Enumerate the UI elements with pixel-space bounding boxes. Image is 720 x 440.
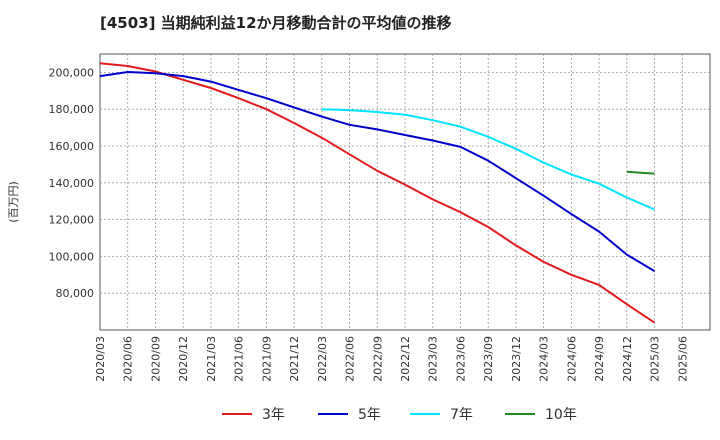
y-tick-label: 140,000 — [49, 177, 95, 190]
y-tick-label: 80,000 — [56, 287, 95, 300]
x-tick-label: 2022/12 — [399, 336, 412, 382]
grid — [100, 54, 710, 330]
x-tick-label: 2020/06 — [122, 336, 135, 382]
y-tick-label: 160,000 — [49, 140, 95, 153]
x-tick-label: 2021/06 — [233, 336, 246, 382]
legend-label: 10年 — [545, 407, 577, 423]
x-tick-label: 2023/03 — [427, 336, 440, 382]
x-tick-label: 2025/03 — [649, 336, 662, 382]
x-tick-label: 2020/09 — [149, 336, 162, 382]
series-line-5年 — [99, 71, 656, 272]
x-tick-label: 2023/09 — [482, 336, 495, 382]
y-tick-label: 200,000 — [49, 66, 95, 79]
legend-label: 3年 — [262, 407, 285, 423]
y-tick-label: 100,000 — [49, 250, 95, 263]
series-lines — [99, 62, 656, 324]
x-tick-label: 2020/12 — [177, 336, 190, 382]
chart-title: [4503] 当期純利益12か月移動合計の平均値の推移 — [100, 14, 452, 32]
legend-label: 5年 — [358, 407, 381, 423]
x-tick-label: 2024/03 — [538, 336, 551, 382]
x-tick-label: 2022/03 — [316, 336, 329, 382]
series-line-10年 — [626, 170, 655, 175]
x-tick-label: 2021/09 — [260, 336, 273, 382]
x-axis-ticks: 2020/03 2020/06 2020/09 2020/12 2021/03 2021/… — [94, 336, 689, 382]
y-axis-label: (百万円) — [7, 181, 20, 223]
legend: 3年 5年 7年 10年 — [222, 407, 577, 423]
x-tick-label: 2021/03 — [205, 336, 218, 382]
y-tick-label: 180,000 — [49, 103, 95, 116]
x-tick-label: 2020/03 — [94, 336, 107, 382]
x-tick-label: 2024/06 — [565, 336, 578, 382]
series-line-7年 — [321, 108, 655, 211]
y-axis-ticks: 80,000 100,000 120,000 140,000 160,000 180,00… — [49, 66, 95, 300]
legend-label: 7年 — [450, 407, 473, 423]
x-tick-label: 2022/09 — [371, 336, 384, 382]
y-tick-label: 120,000 — [49, 214, 95, 227]
x-tick-label: 2022/06 — [344, 336, 357, 382]
x-tick-label: 2023/06 — [454, 336, 467, 382]
x-tick-label: 2021/12 — [288, 336, 301, 382]
x-tick-label: 2023/12 — [510, 336, 523, 382]
x-tick-label: 2025/06 — [676, 336, 689, 382]
x-tick-label: 2024/12 — [621, 336, 634, 382]
x-tick-label: 2024/09 — [593, 336, 606, 382]
series-line-3年 — [99, 62, 656, 324]
